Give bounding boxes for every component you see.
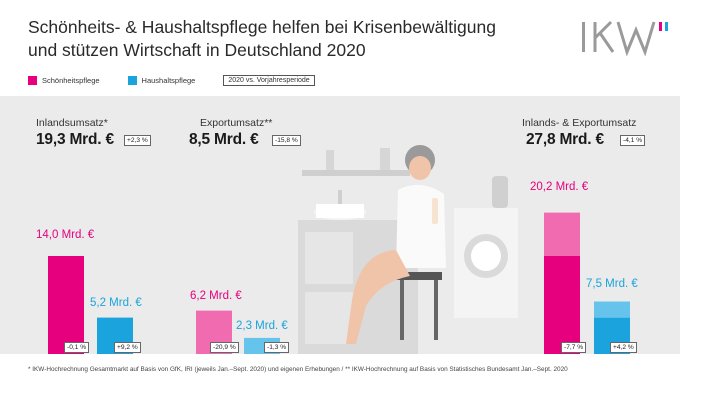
legend-label-household: Haushaltspflege [141, 75, 196, 85]
bar-change-export-beauty: -20,9 % [210, 342, 239, 353]
legend-swatch-beauty [28, 75, 37, 85]
bar-change-export-household: -1,3 % [264, 342, 290, 353]
bar-change-combined-household: +4,2 % [610, 342, 637, 353]
combined-label: Inlands- & Exportumsatz [522, 117, 637, 129]
domestic-label: Inlandsumsatz* [36, 117, 108, 129]
chart-title: Schönheits- & Haushaltspflege helfen bei… [28, 16, 548, 62]
export-total-change: -15,8 % [272, 135, 301, 146]
legend-item-household: Haushaltspflege [127, 75, 196, 85]
footnote: * IKW-Hochrechnung Gesamtmarkt auf Basis… [28, 366, 568, 373]
legend-period-box: 2020 vs. Vorjahresperiode [223, 74, 315, 86]
bar-label-export-beauty: 6,2 Mrd. € [190, 290, 242, 302]
export-total: 8,5 Mrd. € [189, 131, 259, 148]
bar-change-combined-beauty: -7,7 % [561, 342, 587, 353]
domestic-total-change: +2,3 % [124, 135, 151, 146]
legend: Schönheitspflege Haushaltspflege 2020 vs… [28, 73, 315, 87]
bar-label-export-household: 2,3 Mrd. € [236, 320, 288, 332]
legend-item-beauty: Schönheitspflege [28, 75, 100, 85]
ikw-logo [582, 20, 668, 57]
bar-label-domestic-household: 5,2 Mrd. € [90, 297, 142, 309]
legend-label-beauty: Schönheitspflege [42, 75, 100, 85]
bar-label-domestic-beauty: 14,0 Mrd. € [36, 229, 95, 241]
combined-total-change: -4,1 % [620, 135, 646, 146]
title-line-2: und stützen Wirtschaft in Deutschland 20… [28, 40, 366, 60]
domestic-total: 19,3 Mrd. € [36, 131, 114, 148]
bar-label-combined-beauty: 20,2 Mrd. € [530, 181, 589, 193]
bar-label-combined-household: 7,5 Mrd. € [586, 278, 638, 290]
bar-change-domestic-beauty: -0,1 % [64, 342, 90, 353]
title-line-1: Schönheits- & Haushaltspflege helfen bei… [28, 17, 496, 37]
legend-swatch-household [127, 75, 137, 85]
combined-total: 27,8 Mrd. € [526, 131, 604, 148]
export-label: Exportumsatz** [200, 117, 273, 129]
bar-change-domestic-household: +9,2 % [114, 342, 141, 353]
